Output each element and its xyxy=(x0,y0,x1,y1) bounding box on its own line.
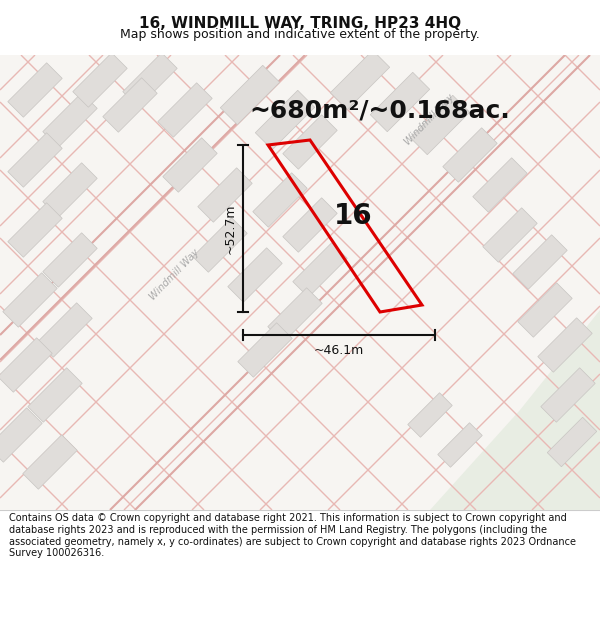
Polygon shape xyxy=(430,310,600,510)
Polygon shape xyxy=(283,115,337,169)
Text: 16, WINDMILL WAY, TRING, HP23 4HQ: 16, WINDMILL WAY, TRING, HP23 4HQ xyxy=(139,16,461,31)
Polygon shape xyxy=(8,62,62,118)
Polygon shape xyxy=(193,217,247,272)
Polygon shape xyxy=(518,282,572,338)
Polygon shape xyxy=(253,173,307,228)
Polygon shape xyxy=(268,288,322,342)
Text: 16: 16 xyxy=(334,201,373,229)
Polygon shape xyxy=(0,338,52,392)
Polygon shape xyxy=(38,302,92,358)
Polygon shape xyxy=(370,72,430,132)
Polygon shape xyxy=(513,235,567,289)
Polygon shape xyxy=(410,95,470,155)
Polygon shape xyxy=(3,272,57,328)
Polygon shape xyxy=(43,232,97,288)
Polygon shape xyxy=(408,392,452,438)
Polygon shape xyxy=(238,322,292,378)
Polygon shape xyxy=(538,318,592,372)
Polygon shape xyxy=(443,127,497,182)
Text: ~46.1m: ~46.1m xyxy=(314,344,364,357)
Polygon shape xyxy=(43,92,97,148)
Polygon shape xyxy=(43,162,97,217)
Polygon shape xyxy=(220,65,280,125)
Polygon shape xyxy=(331,50,389,110)
Polygon shape xyxy=(198,168,252,222)
Text: ~680m²/~0.168ac.: ~680m²/~0.168ac. xyxy=(250,98,511,122)
Polygon shape xyxy=(228,248,282,302)
Polygon shape xyxy=(23,435,77,489)
Polygon shape xyxy=(547,418,597,467)
Text: ~52.7m: ~52.7m xyxy=(223,203,236,254)
Polygon shape xyxy=(283,198,337,252)
Text: Windmill Way: Windmill Way xyxy=(148,248,202,302)
Polygon shape xyxy=(123,52,177,107)
Polygon shape xyxy=(28,368,82,423)
Polygon shape xyxy=(256,90,314,150)
Polygon shape xyxy=(8,132,62,188)
Polygon shape xyxy=(73,52,127,107)
Polygon shape xyxy=(438,422,482,468)
Polygon shape xyxy=(293,242,347,298)
Polygon shape xyxy=(158,82,212,138)
Text: Contains OS data © Crown copyright and database right 2021. This information is : Contains OS data © Crown copyright and d… xyxy=(9,514,576,558)
Text: Windmill Way: Windmill Way xyxy=(403,92,457,148)
Polygon shape xyxy=(163,138,217,192)
Polygon shape xyxy=(473,158,527,212)
Polygon shape xyxy=(541,368,595,423)
Text: Map shows position and indicative extent of the property.: Map shows position and indicative extent… xyxy=(120,28,480,41)
Polygon shape xyxy=(103,78,157,132)
Polygon shape xyxy=(8,202,62,258)
Polygon shape xyxy=(483,208,537,262)
Polygon shape xyxy=(0,408,42,462)
